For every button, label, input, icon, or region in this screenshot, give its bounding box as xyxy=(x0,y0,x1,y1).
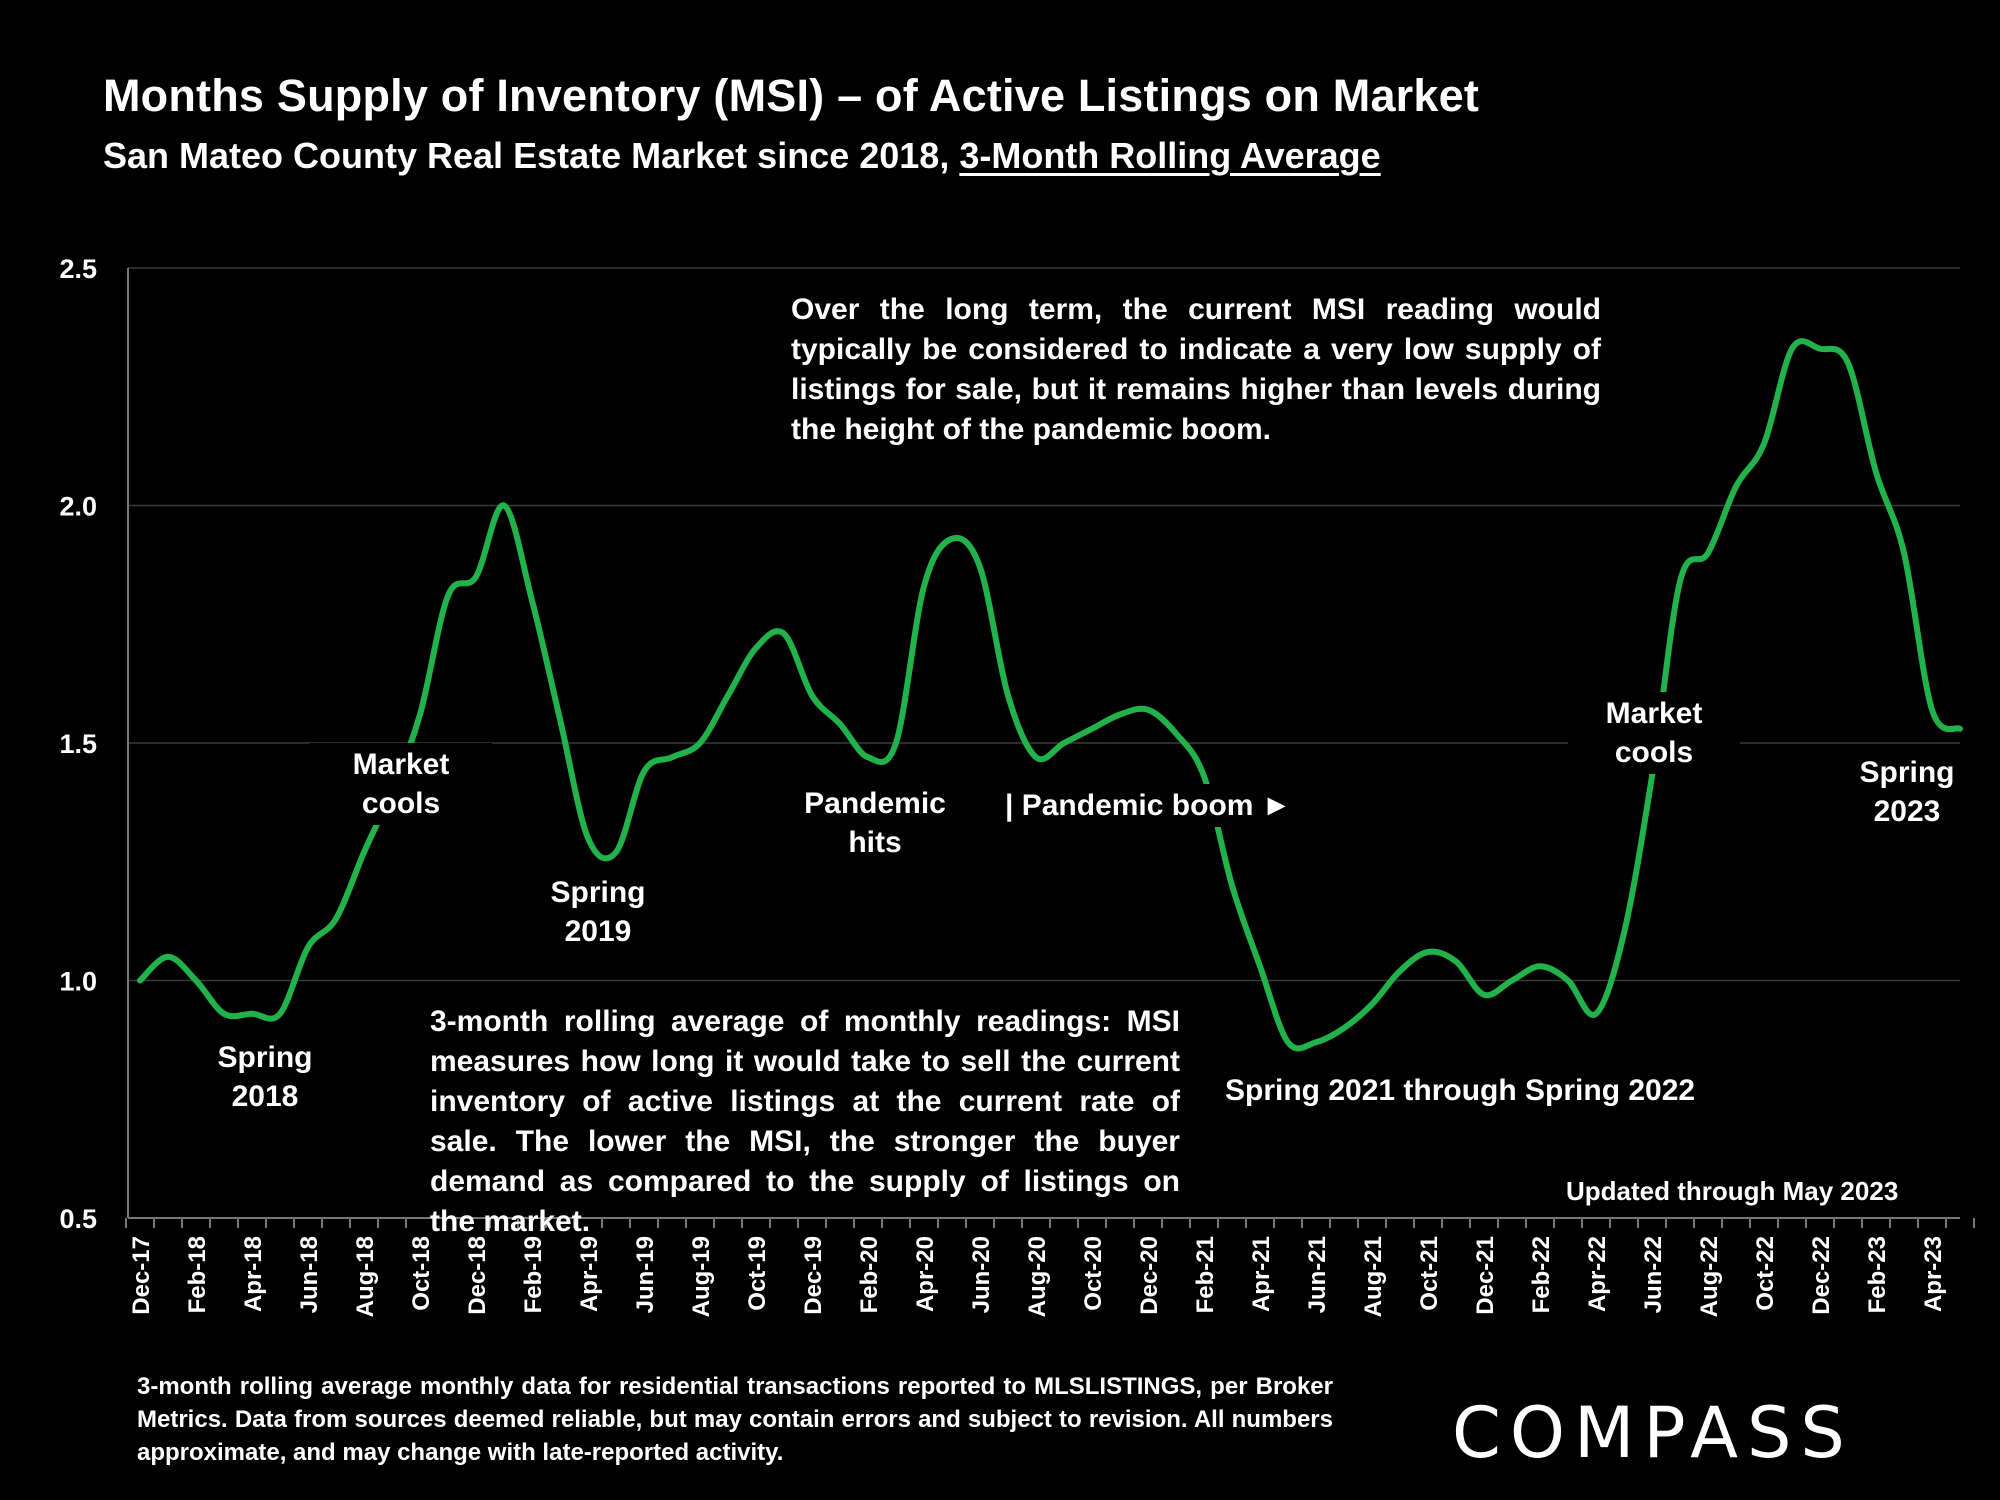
chart-title: Months Supply of Inventory (MSI) – of Ac… xyxy=(103,70,1480,121)
y-tick-label: 2.5 xyxy=(59,254,97,284)
label-market-cools-1: Market cools xyxy=(310,743,492,825)
x-tick-label: Feb-20 xyxy=(856,1236,883,1313)
x-tick-label: Apr-21 xyxy=(1248,1236,1275,1312)
x-tick-label: Jun-22 xyxy=(1640,1236,1667,1313)
x-tick-label: Jun-18 xyxy=(296,1236,323,1313)
x-tick-label: Oct-20 xyxy=(1080,1236,1107,1311)
subtitle-underlined: 3-Month Rolling Average xyxy=(959,135,1381,176)
x-tick-label: Aug-18 xyxy=(352,1236,379,1317)
y-tick-label: 0.5 xyxy=(59,1204,97,1234)
x-tick-label: Aug-21 xyxy=(1360,1236,1387,1317)
x-tick-label: Oct-18 xyxy=(408,1236,435,1311)
x-tick-label: Apr-19 xyxy=(576,1236,603,1312)
x-tick-label: Apr-20 xyxy=(912,1236,939,1312)
compass-logo: COMPASS xyxy=(1452,1392,1854,1474)
footnote: 3-month rolling average monthly data for… xyxy=(137,1373,1333,1466)
line-layer xyxy=(137,338,1963,1052)
y-tick-label: 2.0 xyxy=(59,492,97,522)
label-spring-2021-2022: Spring 2021 through Spring 2022 xyxy=(1225,1074,1696,1107)
x-tick-label: Dec-17 xyxy=(128,1236,155,1315)
bottom-annotation: 3-month rolling average of monthly readi… xyxy=(430,1005,1180,1238)
x-tick-label: Dec-20 xyxy=(1136,1236,1163,1315)
label-pandemic-boom: | Pandemic boom ► xyxy=(999,784,1298,827)
x-tick-label: Apr-22 xyxy=(1584,1236,1611,1312)
label-spring-2018: Spring 2018 xyxy=(217,1041,313,1113)
y-tick-label: 1.5 xyxy=(59,729,97,759)
x-tick-label: Aug-20 xyxy=(1024,1236,1051,1317)
x-tick-label: Apr-18 xyxy=(240,1236,267,1312)
x-tick-label: Aug-22 xyxy=(1696,1236,1723,1317)
x-tick-label: Jun-19 xyxy=(632,1236,659,1313)
x-tick-label: Jun-21 xyxy=(1304,1236,1331,1313)
x-tick-label: Feb-18 xyxy=(184,1236,211,1313)
y-tick-label: 1.0 xyxy=(59,967,97,997)
top-annotation: Over the long term, the current MSI read… xyxy=(791,293,1601,446)
label-market-cools-2: Market cools xyxy=(1568,692,1740,774)
msi-series-line xyxy=(137,338,1963,1052)
x-tick-label: Dec-21 xyxy=(1472,1236,1499,1315)
x-tick-label: Dec-22 xyxy=(1808,1236,1835,1315)
x-tick-label: Feb-22 xyxy=(1528,1236,1555,1313)
label-pandemic-hits: Pandemic hits xyxy=(804,787,946,859)
x-tick-label: Dec-19 xyxy=(800,1236,827,1315)
label-spring-2019: Spring 2019 xyxy=(550,876,646,948)
chart-subtitle: San Mateo County Real Estate Market sinc… xyxy=(103,135,1381,177)
subtitle-prefix: San Mateo County Real Estate Market sinc… xyxy=(103,135,960,176)
x-tick-label: Oct-19 xyxy=(744,1236,771,1311)
x-tick-label: Feb-23 xyxy=(1864,1236,1891,1313)
x-tick-label: Oct-21 xyxy=(1416,1236,1443,1311)
x-tick-label: Oct-22 xyxy=(1752,1236,1779,1311)
x-tick-label: Aug-19 xyxy=(688,1236,715,1317)
x-tick-label: Jun-20 xyxy=(968,1236,995,1313)
x-tick-label: Feb-21 xyxy=(1192,1236,1219,1313)
label-updated: Updated through May 2023 xyxy=(1566,1176,1899,1206)
x-tick-label: Dec-18 xyxy=(464,1236,491,1315)
x-tick-label: Apr-23 xyxy=(1920,1236,1947,1312)
x-tick-label: Feb-19 xyxy=(520,1236,547,1313)
axis-layer: 0.5 1.0 1.5 2.0 2.5 Dec-17 Feb-18 Apr-18 Jun-18 A… xyxy=(59,254,1975,1317)
label-spring-2023: Spring 2023 xyxy=(1859,756,1955,828)
